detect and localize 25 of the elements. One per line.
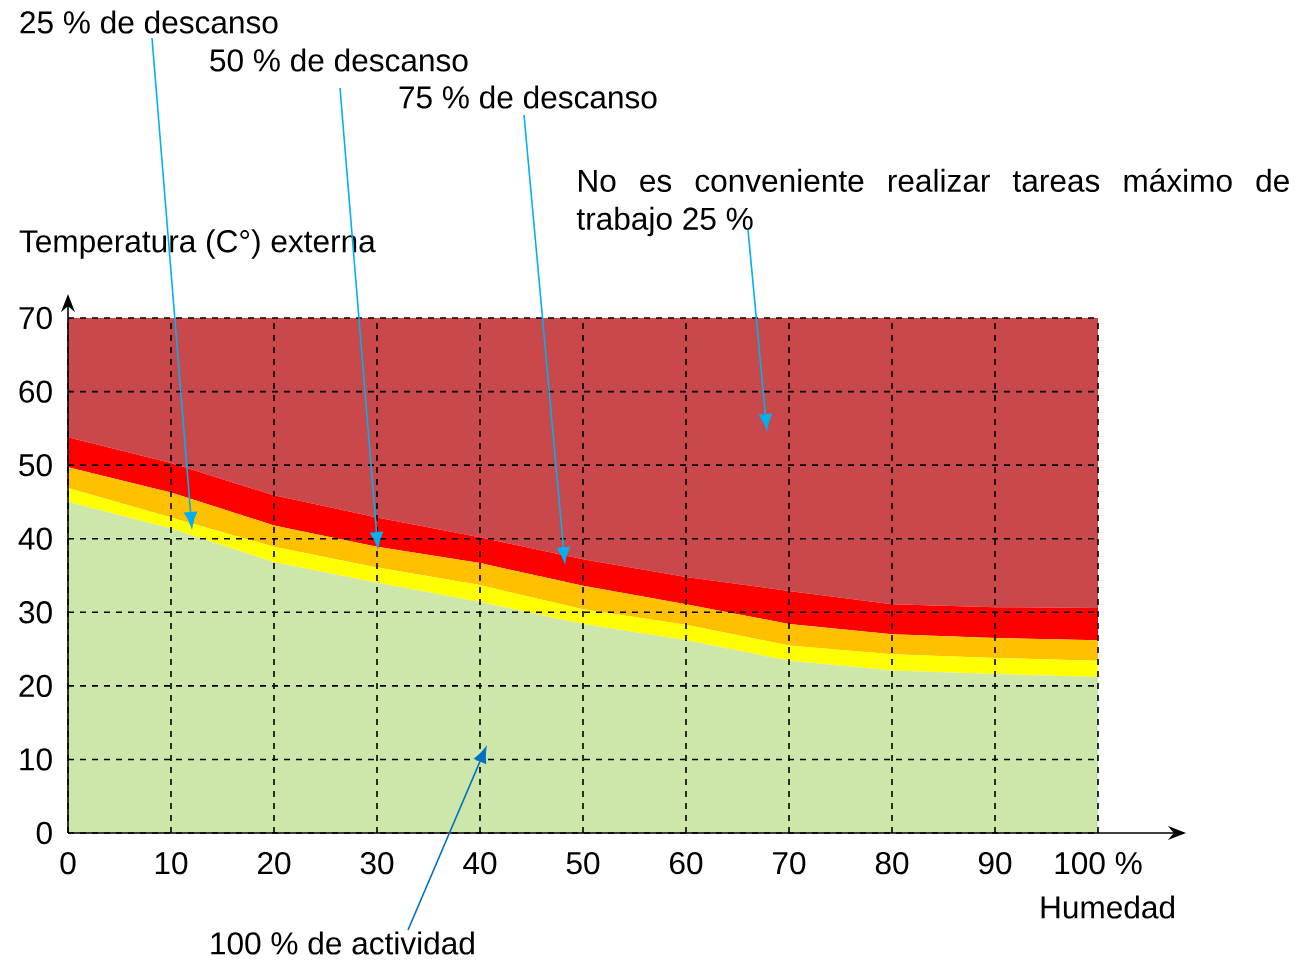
y-tick-label: 70 [19,306,52,330]
y-tick-label: 50 [19,453,52,477]
y-tick-label: 10 [20,748,52,771]
y-tick-label: 40 [18,527,52,550]
text: 75 % de descanso [399,85,657,109]
x-tick-label: 40 [463,851,497,875]
x-tick-label: 80 [875,851,909,875]
x-tick-label: 90 [978,851,1012,875]
text: 50 % de descanso [210,48,468,72]
x-tick-label: 30 [360,851,394,875]
text: 100 % de actividad [211,931,474,955]
x-tick-label: 100 % [1055,851,1142,875]
x-tick-label: 50 [566,851,600,875]
x-tick-label: 60 [670,851,703,875]
y-tick-label: 60 [19,380,52,403]
text: 25 % de descanso [20,10,278,34]
x-tick-label: 0 [60,851,76,875]
text: No es conveniente realizar tareas máximo de trabajo 25 % [576,168,1289,237]
y-tick-label: 0 [36,821,52,845]
x-tick-label: 10 [155,851,188,875]
y-tick-label: 30 [19,601,52,624]
y-tick-label: 20 [19,674,52,698]
x-tick-label: 70 [773,851,806,875]
x-tick-label: 20 [258,851,291,875]
x-axis-title: Humedad [1041,895,1174,919]
